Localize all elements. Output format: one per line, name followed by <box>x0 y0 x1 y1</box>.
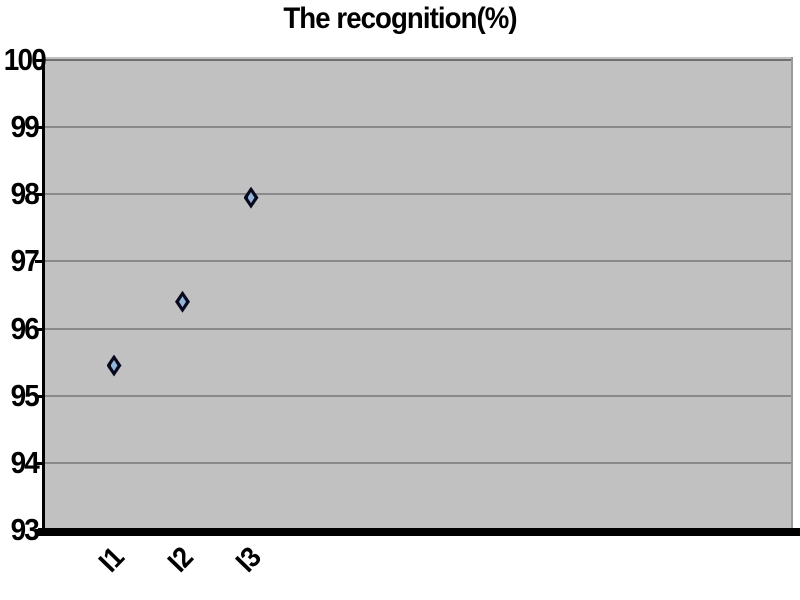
gridline-y-97 <box>45 260 791 263</box>
x-axis-label-I3: I3 <box>230 541 268 579</box>
y-axis-label-94: 94 <box>10 444 40 480</box>
y-axis-label-97: 97 <box>10 243 40 279</box>
y-tick-95 <box>35 394 43 398</box>
y-axis-label-98: 98 <box>10 176 40 212</box>
y-tick-100 <box>35 59 43 62</box>
chart-title: The recognition(%) <box>283 2 517 35</box>
x-axis-label-I1: I1 <box>93 541 131 579</box>
data-point-inner-I1 <box>110 360 118 371</box>
data-point-I1 <box>106 354 122 377</box>
data-point-I3 <box>243 186 259 209</box>
y-axis-line <box>42 57 45 534</box>
gridline-y-99 <box>45 126 791 129</box>
data-point-inner-I3 <box>247 192 255 204</box>
plot-area <box>45 57 793 530</box>
y-axis-label-95: 95 <box>10 377 40 413</box>
y-tick-98 <box>35 193 43 197</box>
gridline-y-100 <box>45 59 791 61</box>
y-axis-label-99: 99 <box>10 109 40 145</box>
y-axis-label-96: 96 <box>10 310 40 346</box>
x-axis-label-I2: I2 <box>161 541 199 579</box>
gridline-y-96 <box>45 327 791 330</box>
y-tick-97 <box>35 260 43 264</box>
y-axis-label-100: 100 <box>3 42 47 77</box>
gridline-y-94 <box>45 461 791 464</box>
x-axis-line <box>38 528 800 536</box>
gridline-y-98 <box>45 193 791 196</box>
data-point-inner-I2 <box>179 296 186 308</box>
y-tick-94 <box>35 461 43 465</box>
data-point-I2 <box>175 290 190 313</box>
y-axis-label-93: 93 <box>10 512 40 547</box>
gridline-y-95 <box>45 394 791 397</box>
y-tick-93 <box>35 529 43 532</box>
y-tick-99 <box>35 126 43 130</box>
y-tick-96 <box>35 327 43 331</box>
